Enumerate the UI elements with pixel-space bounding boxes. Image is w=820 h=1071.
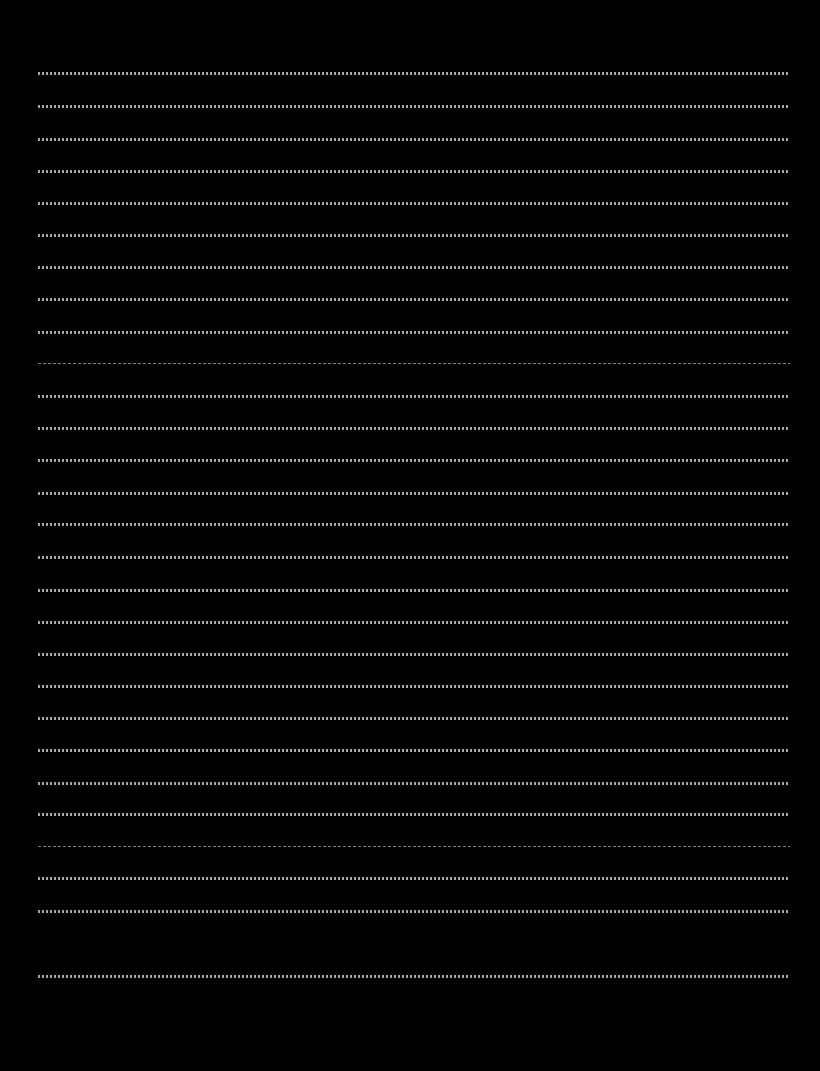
dotted-rule-line: [38, 782, 790, 785]
dotted-rule-line: [38, 298, 790, 301]
dotted-rule-line: [38, 234, 790, 237]
fine-dashed-rule-line: [38, 846, 790, 847]
dotted-rule-line: [38, 556, 790, 559]
fine-dashed-rule-line: [38, 363, 790, 364]
dotted-rule-line: [38, 877, 790, 880]
dotted-rule-line: [38, 427, 790, 430]
dotted-rule-line: [38, 910, 790, 913]
dotted-rule-line: [38, 717, 790, 720]
dotted-rule-line: [38, 395, 790, 398]
dotted-rule-line: [38, 170, 790, 173]
dotted-rule-line: [38, 72, 790, 75]
dotted-rule-line: [38, 266, 790, 269]
dotted-rule-line: [38, 138, 790, 141]
dotted-rule-line: [38, 813, 790, 816]
dotted-rule-line: [38, 685, 790, 688]
dotted-rule-line: [38, 653, 790, 656]
dotted-rule-line: [38, 749, 790, 752]
dotted-rule-line: [38, 331, 790, 334]
dotted-rule-line: [38, 621, 790, 624]
dotted-rule-line: [38, 589, 790, 592]
dotted-rule-line: [38, 975, 790, 978]
dotted-rule-line: [38, 523, 790, 526]
dotted-rule-line: [38, 459, 790, 462]
dotted-rule-line: [38, 202, 790, 205]
dotted-rule-line: [38, 492, 790, 495]
dotted-rule-line: [38, 105, 790, 108]
